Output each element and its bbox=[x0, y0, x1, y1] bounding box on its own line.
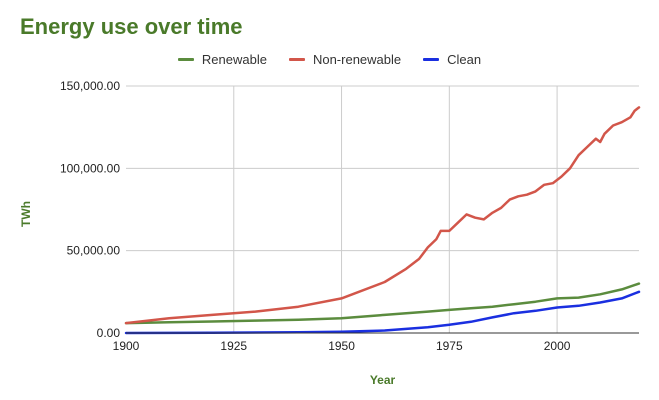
x-tick-label: 1975 bbox=[436, 339, 463, 353]
y-tick-label: 0.00 bbox=[97, 326, 121, 340]
y-tick-label: 50,000.00 bbox=[67, 244, 121, 258]
grid-lines bbox=[126, 85, 639, 333]
legend-swatch-non-renewable bbox=[288, 58, 305, 61]
x-tick-label: 1950 bbox=[328, 339, 355, 353]
x-tick-labels: 1900 1925 1950 1975 2000 bbox=[113, 339, 571, 353]
legend-item-non-renewable[interactable]: Non-renewable bbox=[288, 52, 402, 67]
y-tick-label: 150,000.00 bbox=[60, 79, 120, 93]
legend-label-renewable: Renewable bbox=[201, 52, 267, 67]
series-line-non-renewable[interactable] bbox=[124, 106, 641, 325]
legend-label-clean: Clean bbox=[447, 52, 482, 67]
series-lines bbox=[124, 106, 641, 335]
chart-title: Energy use over time bbox=[20, 14, 243, 39]
y-axis-label: TWh bbox=[19, 201, 33, 227]
x-tick-label: 2000 bbox=[544, 339, 571, 353]
legend-swatch-renewable bbox=[177, 58, 194, 61]
legend: Renewable Non-renewable Clean bbox=[0, 52, 659, 67]
legend-swatch-clean bbox=[423, 58, 440, 61]
x-tick-label: 1925 bbox=[220, 339, 247, 353]
series-line-renewable[interactable] bbox=[124, 282, 641, 325]
series-line-clean[interactable] bbox=[124, 290, 641, 335]
legend-item-clean[interactable]: Clean bbox=[423, 52, 481, 67]
legend-label-non-renewable: Non-renewable bbox=[312, 52, 402, 67]
y-tick-label: 100,000.00 bbox=[60, 161, 120, 175]
x-axis-label: Year bbox=[370, 373, 396, 387]
x-tick-label: 1900 bbox=[113, 339, 140, 353]
y-tick-labels: 0.00 50,000.00 100,000.00 150,000.00 bbox=[60, 79, 120, 340]
legend-item-renewable[interactable]: Renewable bbox=[177, 52, 267, 67]
